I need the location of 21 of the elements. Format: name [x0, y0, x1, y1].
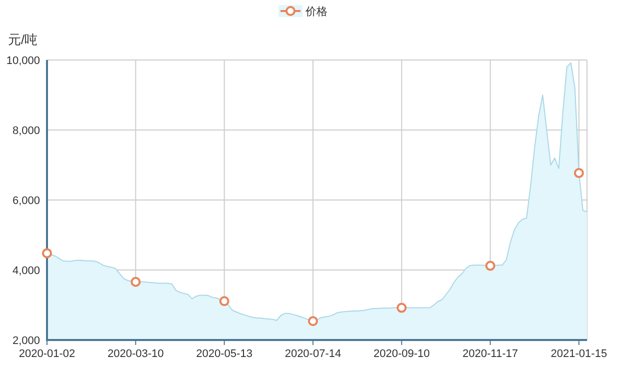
point	[308, 316, 318, 326]
point	[396, 302, 407, 313]
point	[219, 296, 230, 306]
x-tick-label: 2021-01-15	[550, 348, 608, 360]
y-tick-label: 10,000	[6, 55, 40, 67]
y-tick-label: 6,000	[12, 195, 40, 207]
point	[485, 260, 496, 271]
x-tick-label: 2020-07-14	[284, 348, 342, 360]
x-tick-label: 2020-01-02	[18, 348, 76, 360]
x-tick-label: 2020-09-10	[373, 348, 430, 360]
x-tick-label: 2020-03-10	[108, 348, 164, 360]
x-tick-label: 2020-11-17	[462, 348, 518, 360]
y-axis-title: 元/吨	[8, 32, 38, 47]
point	[42, 248, 52, 258]
x-tick-label: 2020-05-13	[196, 348, 252, 360]
y-tick-label: 2,000	[12, 335, 40, 347]
y-tick-label: 8,000	[12, 125, 40, 137]
point	[130, 276, 141, 287]
y-tick-label: 4,000	[12, 265, 40, 277]
point	[574, 168, 584, 178]
legend-label: 价格	[304, 6, 328, 18]
